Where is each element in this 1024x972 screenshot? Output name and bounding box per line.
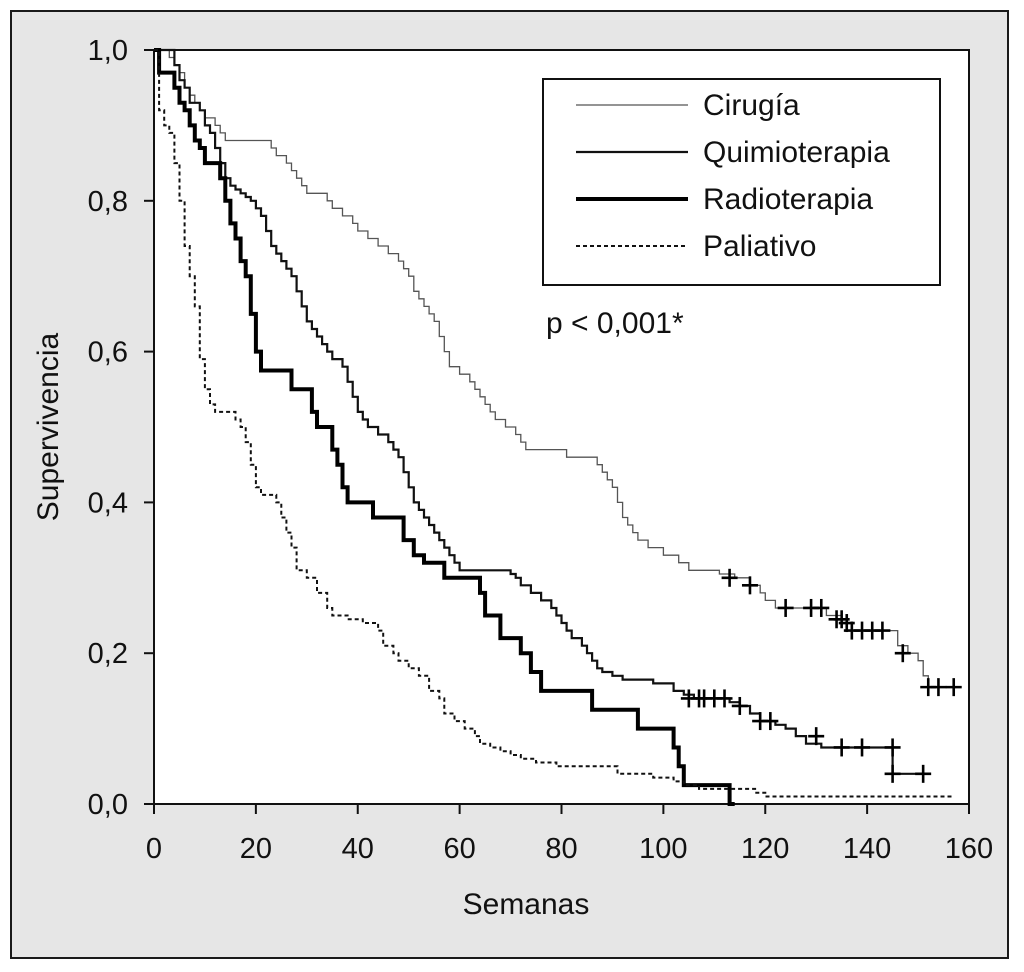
censor-mark [945, 678, 962, 697]
y-tick-label: 0,6 [88, 337, 128, 369]
x-tick-label: 40 [342, 833, 374, 865]
y-axis-label: Supervivencia [32, 332, 65, 521]
censor-mark [854, 738, 871, 757]
censor-mark [874, 621, 891, 640]
tick-labels: 0 20 40 60 80 100 120 140 160 0,0 0,2 0,4 0,6 0,8 1,0 [88, 35, 994, 865]
censor-mark [808, 727, 825, 746]
censor-mark [777, 598, 794, 617]
x-tick-label: 160 [945, 833, 993, 865]
legend-box [542, 78, 941, 286]
x-axis-label: Semanas [463, 888, 590, 921]
series-line-4 [154, 49, 954, 798]
y-tick-label: 0,0 [88, 789, 128, 821]
censor-mark [721, 568, 738, 587]
p-value-annotation: p < 0,001* [546, 307, 684, 340]
censor-mark [762, 712, 779, 731]
censor-mark [915, 764, 932, 783]
y-tick-label: 0,4 [88, 487, 128, 519]
x-tick-label: 80 [545, 833, 577, 865]
series-layer [154, 48, 962, 806]
axis-ticks [144, 49, 970, 814]
legend-label: Paliativo [703, 230, 816, 263]
censor-mark [833, 738, 850, 757]
x-tick-label: 140 [843, 833, 891, 865]
censor-mark [813, 598, 830, 617]
x-tick-label: 120 [741, 833, 789, 865]
censor-mark [741, 576, 758, 595]
y-tick-label: 1,0 [88, 35, 128, 67]
legend-label: Radioterapia [703, 183, 873, 216]
legend-label: Quimioterapia [703, 136, 890, 169]
series-line-2 [154, 48, 929, 775]
y-tick-label: 0,2 [88, 638, 128, 670]
legend-items: Cirugía Quimioterapia Radioterapia Paliativ… [576, 89, 890, 263]
x-tick-label: 20 [240, 833, 272, 865]
censor-mark [884, 738, 901, 757]
censor-mark [716, 689, 733, 708]
legend-label: Cirugía [703, 89, 800, 122]
censor-mark [731, 696, 748, 715]
x-tick-label: 60 [443, 833, 475, 865]
censor-mark [884, 764, 901, 783]
x-tick-label: 100 [639, 833, 687, 865]
y-tick-label: 0,8 [88, 186, 128, 218]
censor-mark [930, 678, 947, 697]
x-tick-label: 0 [146, 833, 162, 865]
series-line-3 [154, 48, 735, 806]
legend: Cirugía Quimioterapia Radioterapia Paliativ… [542, 78, 941, 286]
censor-mark [894, 644, 911, 663]
